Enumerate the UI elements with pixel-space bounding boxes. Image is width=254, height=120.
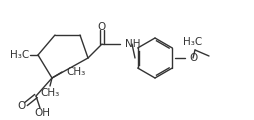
Text: CH₃: CH₃: [66, 67, 85, 77]
Text: CH₃: CH₃: [40, 88, 59, 98]
Text: O: O: [98, 22, 106, 32]
Text: H₃C: H₃C: [183, 37, 202, 47]
Text: NH: NH: [124, 39, 140, 49]
Text: OH: OH: [34, 108, 50, 118]
Text: H₃C: H₃C: [10, 50, 29, 60]
Text: O: O: [188, 53, 197, 63]
Text: O: O: [18, 101, 26, 111]
